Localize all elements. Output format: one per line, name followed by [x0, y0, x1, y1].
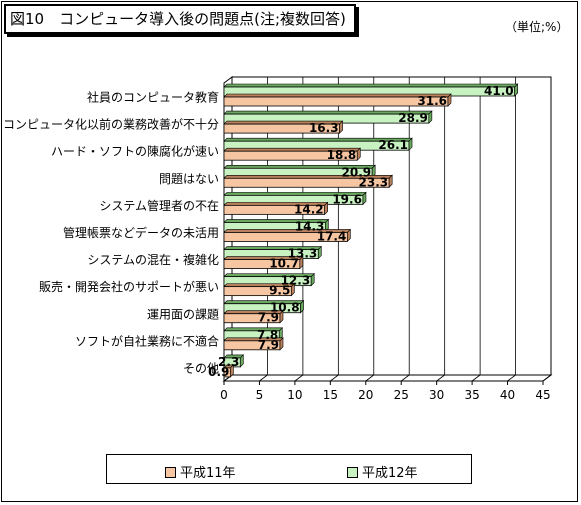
gridline-floor [436, 374, 445, 382]
bar-h11-end [388, 174, 393, 188]
value-label-h12: 7.8 [257, 328, 278, 342]
value-label-h12: 13.3 [288, 247, 318, 261]
gridline-floor [365, 374, 375, 382]
value-label-h11: 0.9 [208, 365, 229, 379]
category-label: コンピュータ化以前の業務改善が不十分 [3, 117, 219, 132]
value-label-h11: 7.9 [258, 338, 279, 352]
value-label-h12: 28.9 [398, 111, 428, 125]
bar-h12-end [278, 327, 283, 341]
x-tick-label: 40 [500, 388, 515, 402]
category-label: 問題はない [159, 172, 219, 186]
bar-h11-end [347, 228, 351, 243]
category-label: 社員のコンピュータ教育 [87, 90, 219, 105]
bar-h12-end [514, 83, 518, 97]
x-tick-label: 35 [464, 388, 479, 402]
legend-swatch-h11 [165, 467, 176, 478]
value-label-h12: 14.3 [295, 219, 325, 233]
x-tick-label: 0 [220, 388, 228, 402]
x-tick-label: 30 [429, 388, 444, 402]
unit-label: （単位;%） [505, 20, 569, 34]
value-label-h11: 10.7 [269, 257, 299, 271]
value-label-h11: 23.3 [359, 175, 389, 189]
legend-item-h11: 平成11年 [165, 462, 236, 481]
plot-floor [222, 374, 553, 382]
value-label-h12: 41.0 [484, 84, 514, 98]
bar-h11-end [230, 364, 234, 378]
value-label-h11: 9.5 [269, 284, 290, 298]
category-label: その他 [183, 361, 219, 375]
gridline-floor [542, 374, 552, 382]
gridline-floor [471, 374, 481, 382]
bar-h12-end [371, 164, 376, 178]
bar-h11-end [279, 337, 284, 351]
value-label-h12: 12.3 [281, 274, 311, 288]
bar-h11-end [356, 147, 361, 161]
value-label-h12: 26.1 [378, 138, 408, 152]
gridline-floor [400, 374, 410, 382]
category-label: 販売・開発会社のサポートが悪い [39, 279, 219, 294]
value-label-h11: 31.6 [417, 94, 447, 108]
value-label-h11: 17.4 [317, 229, 347, 243]
value-label-h12: 20.9 [342, 165, 372, 179]
bar-h11-end [291, 282, 295, 297]
value-label-h11: 7.9 [258, 311, 279, 325]
bar-h12-end [325, 218, 329, 233]
category-label: システムの混在・複雑化 [87, 252, 219, 267]
bar-h12-end [428, 110, 433, 124]
bar-h12-end [362, 191, 367, 206]
x-tick-label: 45 [535, 388, 550, 402]
gridline-floor [259, 374, 268, 382]
legend-item-h12: 平成12年 [347, 462, 418, 481]
legend: 平成11年 平成12年 [106, 454, 472, 484]
bar-h11-end [279, 310, 284, 324]
bar-h12-end [408, 137, 413, 151]
value-label-h12: 10.8 [270, 301, 300, 315]
value-label-h12: 2.3 [218, 355, 239, 369]
bar-h11-end [339, 120, 343, 134]
legend-swatch-h12 [347, 467, 358, 478]
category-label: ソフトが自社業務に不適合 [75, 333, 219, 348]
bar-h11 [223, 96, 449, 107]
bar-h12-end [317, 245, 322, 260]
bar-h11-end [299, 255, 304, 270]
x-tick-label: 20 [358, 388, 373, 402]
gridline-floor [507, 374, 516, 382]
category-label: 運用面の課題 [147, 306, 219, 321]
x-tick-label: 25 [394, 388, 409, 402]
bar-h11-end [324, 201, 328, 216]
legend-label-h11: 平成11年 [180, 466, 236, 481]
bar-h12-end [300, 300, 304, 314]
legend-label-h12: 平成12年 [362, 466, 418, 481]
bar-h11-end [447, 93, 452, 107]
value-label-h12: 19.6 [332, 192, 362, 206]
value-label-h11: 18.8 [327, 148, 357, 162]
x-tick-label: 15 [323, 388, 338, 402]
category-label: ハード・ソフトの陳腐化が速い [51, 144, 219, 159]
x-tick-label: 10 [287, 388, 302, 402]
value-label-h11: 14.2 [294, 202, 324, 216]
category-label: 管理帳票などデータの未活用 [63, 225, 219, 240]
chart-title: 図10 コンピュータ導入後の問題点(注;複数回答) [4, 4, 356, 34]
bar-h12-end [240, 354, 244, 368]
category-label: システム管理者の不在 [99, 198, 219, 213]
bar-h12-top [223, 83, 519, 88]
x-tick-label: 5 [256, 388, 264, 402]
bar-h12-end [310, 272, 315, 287]
gridline-floor [294, 374, 304, 382]
value-label-h11: 16.3 [309, 121, 339, 135]
gridline-floor [330, 374, 339, 382]
